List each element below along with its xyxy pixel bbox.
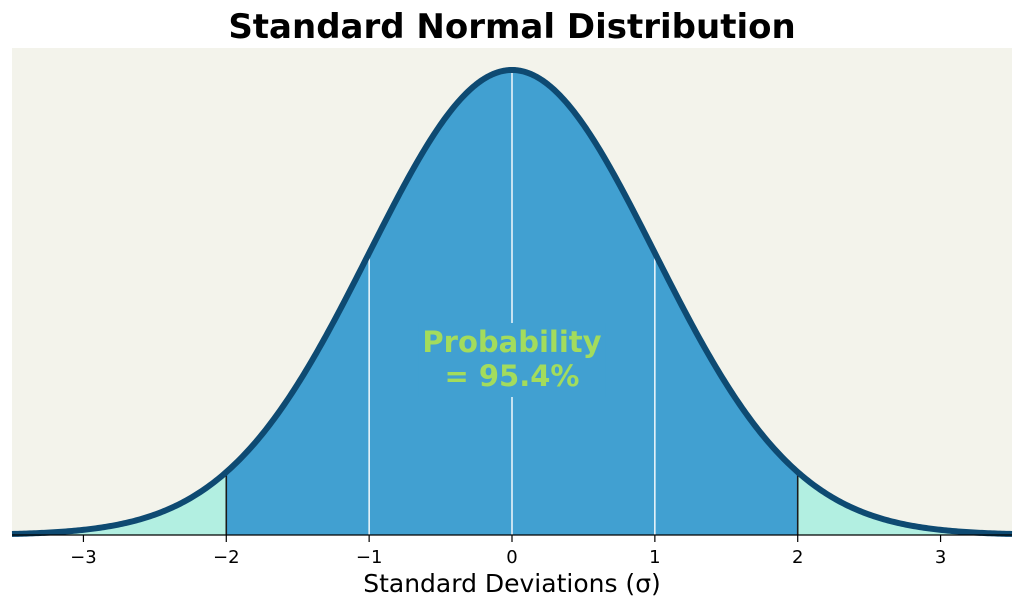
x-tick-label: 2 [792, 547, 803, 568]
tail-areas [12, 472, 1012, 535]
x-tick-label: −1 [356, 547, 383, 568]
annotation-backdrop [418, 323, 606, 397]
sd-lines [225, 70, 799, 535]
probability-annotation-line1: Probability [422, 325, 601, 359]
right-tail-fill [797, 472, 1012, 535]
probability-annotation-line2: = 95.4% [444, 359, 579, 393]
x-tick-label: −2 [213, 547, 240, 568]
x-axis-ticks: −3 −2 −1 0 1 2 3 [70, 535, 946, 568]
chart-title: Standard Normal Distribution [228, 7, 795, 47]
left-tail-fill [12, 472, 227, 535]
density-curve [11, 67, 1013, 537]
x-tick-label: 1 [649, 547, 660, 568]
x-tick-label: 3 [935, 547, 946, 568]
x-axis-label: Standard Deviations (σ) [363, 569, 661, 598]
x-tick-label: −3 [70, 547, 97, 568]
x-tick-label: 0 [506, 547, 517, 568]
